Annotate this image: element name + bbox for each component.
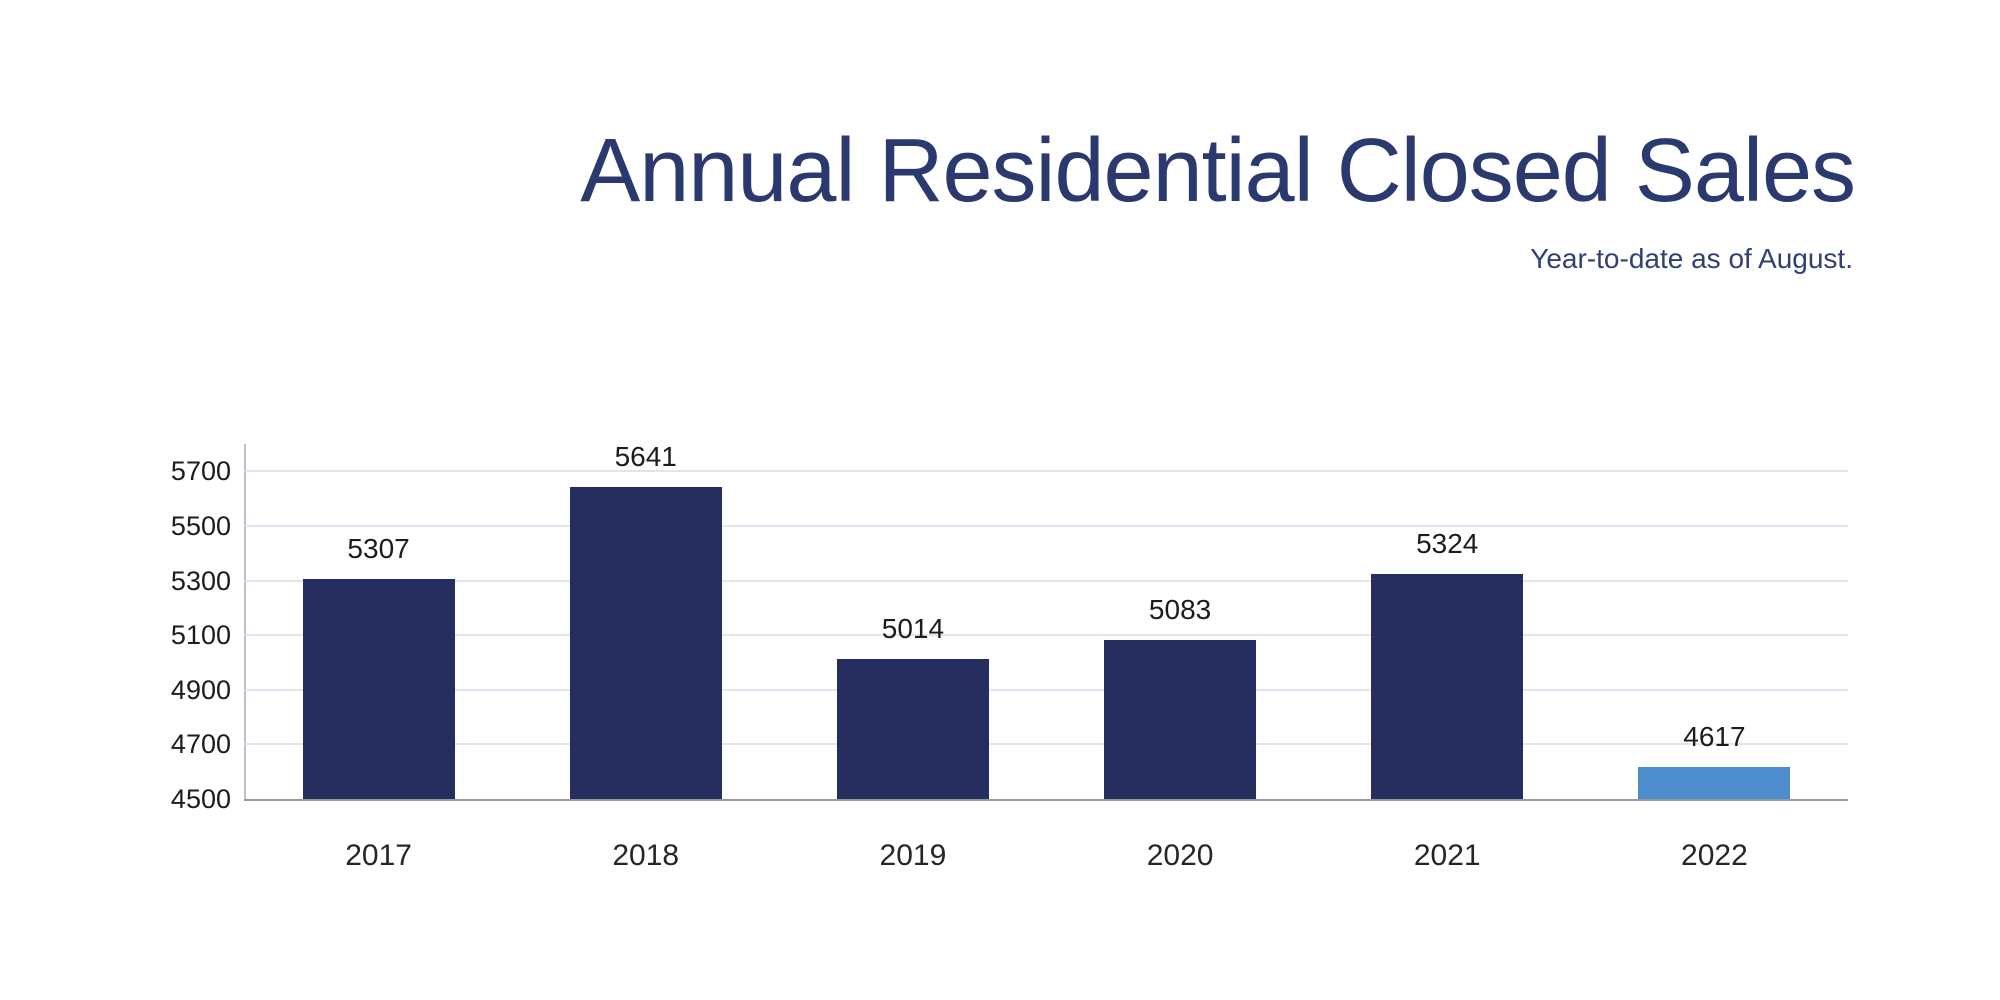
x-axis-baseline bbox=[244, 799, 1848, 801]
bar-2021 bbox=[1371, 574, 1524, 799]
bar-2022 bbox=[1638, 767, 1791, 799]
bar-value-label-2020: 5083 bbox=[1148, 593, 1212, 625]
gridline-5300 bbox=[245, 579, 1848, 582]
gridline-5100 bbox=[245, 634, 1848, 637]
bar-value-label-2017: 5307 bbox=[347, 532, 410, 564]
y-tick-label-4500: 4500 bbox=[170, 784, 231, 814]
bar-2020 bbox=[1104, 639, 1257, 799]
y-axis-line bbox=[244, 444, 246, 799]
y-tick-label-5500: 5500 bbox=[170, 510, 231, 541]
y-tick-label-4700: 4700 bbox=[170, 729, 231, 760]
chart-title: Annual Residential Closed Sales bbox=[580, 121, 1856, 221]
bar-2017 bbox=[302, 578, 455, 799]
chart-subtitle: Year-to-date as of August. bbox=[1530, 243, 1853, 274]
gridline-5700 bbox=[245, 470, 1848, 473]
bar-2019 bbox=[836, 658, 989, 799]
y-tick-label-5100: 5100 bbox=[170, 620, 231, 651]
x-tick-label-2022: 2022 bbox=[1681, 839, 1748, 872]
x-tick-label-2019: 2019 bbox=[879, 839, 947, 872]
x-tick-label-2018: 2018 bbox=[612, 839, 680, 872]
bar-value-label-2022: 4617 bbox=[1683, 721, 1746, 753]
gridline-4900 bbox=[245, 688, 1848, 691]
y-tick-label-5300: 5300 bbox=[170, 565, 231, 596]
bar-2018 bbox=[569, 487, 722, 799]
x-tick-label-2020: 2020 bbox=[1146, 839, 1214, 872]
x-tick-label-2017: 2017 bbox=[345, 839, 412, 872]
bar-value-label-2021: 5324 bbox=[1416, 528, 1479, 559]
gridline-5500 bbox=[245, 524, 1848, 527]
bar-value-label-2019: 5014 bbox=[881, 612, 945, 644]
y-tick-label-4900: 4900 bbox=[170, 674, 231, 705]
gridline-4700 bbox=[245, 743, 1848, 746]
plot-area: 4500 4700 4900 5100 5300 5500 5700 5307 2017 5641… bbox=[171, 441, 1848, 871]
bar-value-label-2018: 5641 bbox=[614, 441, 677, 473]
y-tick-label-5700: 5700 bbox=[170, 456, 231, 487]
x-tick-label-2021: 2021 bbox=[1413, 839, 1481, 872]
